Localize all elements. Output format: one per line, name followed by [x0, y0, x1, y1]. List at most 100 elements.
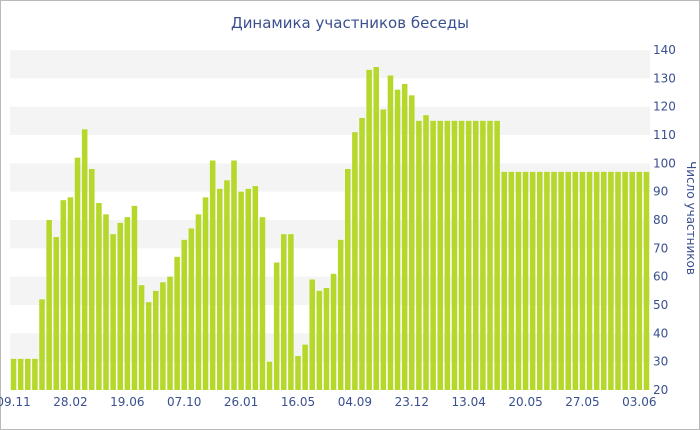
bar — [160, 282, 166, 390]
grid-band — [10, 276, 650, 305]
y-tick-label: 20 — [653, 383, 668, 397]
bar — [501, 171, 507, 390]
bar — [273, 262, 280, 390]
bar — [437, 120, 443, 390]
x-tick-label: 26.01 — [224, 395, 258, 409]
bar — [380, 109, 387, 390]
bar — [46, 220, 52, 390]
bar — [352, 132, 358, 391]
bar — [224, 180, 230, 390]
bar — [359, 118, 365, 390]
bar — [593, 171, 600, 390]
bar — [579, 171, 586, 390]
x-tick-label: 13.04 — [451, 395, 485, 409]
bar — [209, 160, 216, 390]
bar — [81, 129, 88, 390]
bar — [551, 171, 557, 390]
bar — [629, 171, 635, 390]
bar — [366, 69, 372, 390]
bar — [10, 358, 17, 390]
bar — [508, 171, 515, 390]
x-tick-label: 07.10 — [167, 395, 201, 409]
bar — [316, 290, 323, 390]
x-tick-label: 23.12 — [395, 395, 429, 409]
bar — [174, 256, 180, 390]
x-tick-label: 28.02 — [53, 395, 87, 409]
y-tick-label: 140 — [653, 43, 676, 57]
bar — [458, 120, 465, 390]
grid-band — [10, 333, 650, 362]
bar — [302, 344, 308, 390]
grid-band — [10, 50, 650, 79]
bar — [494, 120, 500, 390]
bar — [451, 120, 458, 390]
bar — [529, 171, 536, 390]
bar — [473, 120, 479, 390]
bar — [124, 217, 131, 390]
bar — [259, 217, 266, 390]
bar — [330, 273, 337, 390]
bar — [394, 89, 401, 391]
bar — [288, 234, 294, 390]
bar — [188, 228, 195, 390]
bar — [25, 358, 31, 390]
y-tick-label: 110 — [653, 128, 676, 142]
bar — [487, 120, 493, 390]
bar — [238, 191, 244, 390]
bar — [345, 169, 351, 390]
bar — [337, 239, 344, 390]
y-tick-label: 40 — [653, 326, 668, 340]
bar — [608, 171, 614, 390]
grid-band — [10, 163, 650, 192]
bar — [252, 186, 259, 390]
y-tick-label: 120 — [653, 100, 676, 114]
bar — [622, 171, 628, 390]
bar — [281, 234, 287, 390]
bar — [60, 200, 67, 390]
bar — [480, 120, 486, 390]
bar — [416, 120, 422, 390]
bar — [572, 171, 579, 390]
x-tick-label: 16.05 — [281, 395, 315, 409]
bar — [202, 197, 209, 390]
grid-band — [10, 106, 650, 135]
bar — [167, 276, 173, 390]
bar — [145, 302, 152, 390]
bar — [601, 171, 607, 390]
y-tick-label: 50 — [653, 298, 668, 312]
y-tick-label: 30 — [653, 355, 668, 369]
bar — [153, 290, 159, 390]
bar — [643, 171, 650, 390]
x-tick-label: 20.05 — [508, 395, 542, 409]
bar — [401, 84, 408, 390]
y-axis: 20 30 40 50 60 70 80 90 100 110 120 130 140 — [653, 43, 676, 397]
bar — [110, 234, 116, 390]
bar — [565, 171, 571, 390]
bar — [74, 157, 81, 390]
grid-bands — [10, 50, 650, 362]
x-tick-label: 03.06 — [622, 395, 656, 409]
bar — [245, 188, 251, 390]
bar — [217, 188, 223, 390]
bar — [195, 214, 202, 390]
bar — [309, 279, 315, 390]
bar — [117, 222, 123, 390]
bar — [231, 160, 237, 390]
bar — [266, 361, 273, 390]
bar — [89, 169, 95, 390]
bars-group — [10, 67, 650, 391]
bar — [387, 75, 394, 390]
x-tick-label: 09.11 — [0, 395, 31, 409]
bar — [181, 239, 187, 390]
bar — [522, 171, 529, 390]
bar — [537, 171, 543, 390]
bar — [444, 120, 451, 390]
bar — [138, 285, 145, 390]
bar — [465, 120, 472, 390]
bar — [131, 205, 138, 390]
bar — [423, 115, 429, 391]
chart-title: Динамика участников беседы — [231, 14, 469, 32]
bar — [515, 171, 522, 390]
x-tick-label: 04.09 — [338, 395, 372, 409]
bar — [409, 95, 415, 390]
